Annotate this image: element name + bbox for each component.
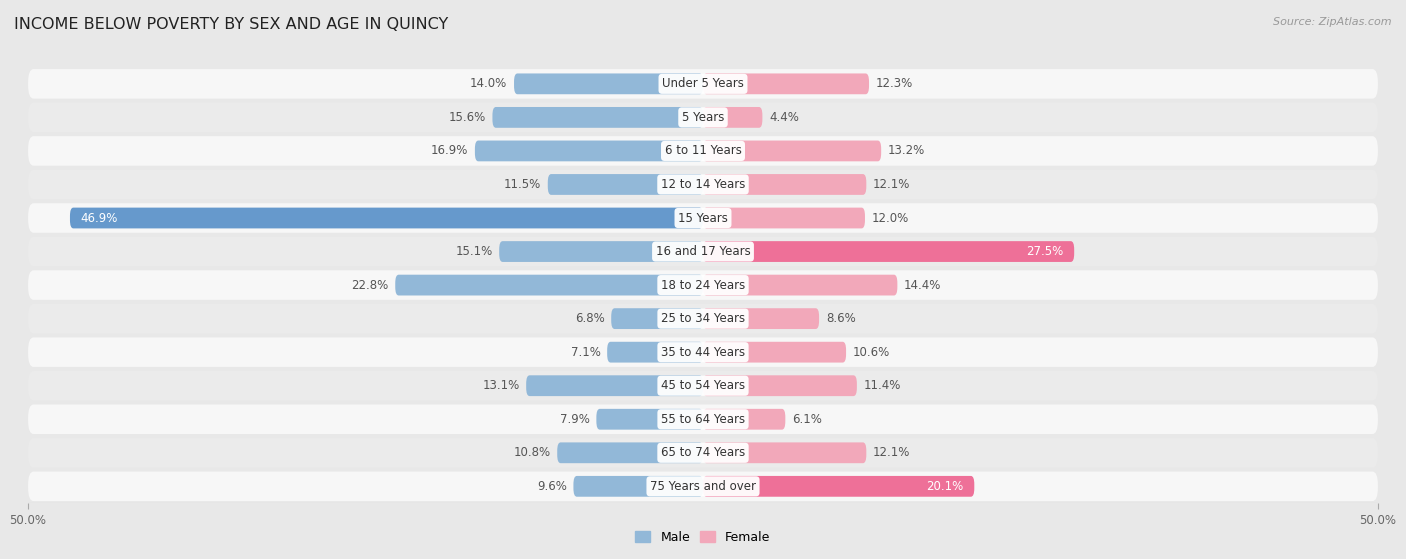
FancyBboxPatch shape [28,103,1378,132]
FancyBboxPatch shape [526,375,703,396]
FancyBboxPatch shape [703,207,865,229]
FancyBboxPatch shape [28,170,1378,199]
FancyBboxPatch shape [703,73,869,94]
Text: 22.8%: 22.8% [352,278,388,292]
Text: 12 to 14 Years: 12 to 14 Years [661,178,745,191]
Text: Source: ZipAtlas.com: Source: ZipAtlas.com [1274,17,1392,27]
Text: 75 Years and over: 75 Years and over [650,480,756,493]
Text: 25 to 34 Years: 25 to 34 Years [661,312,745,325]
FancyBboxPatch shape [28,338,1378,367]
Text: 13.2%: 13.2% [889,144,925,158]
FancyBboxPatch shape [28,472,1378,501]
Text: 12.3%: 12.3% [876,77,912,91]
FancyBboxPatch shape [703,442,866,463]
Text: 14.0%: 14.0% [470,77,508,91]
FancyBboxPatch shape [703,409,786,430]
Text: 9.6%: 9.6% [537,480,567,493]
FancyBboxPatch shape [28,203,1378,233]
Text: 6.8%: 6.8% [575,312,605,325]
Text: 7.1%: 7.1% [571,345,600,359]
FancyBboxPatch shape [557,442,703,463]
Text: 46.9%: 46.9% [80,211,118,225]
FancyBboxPatch shape [612,308,703,329]
Text: 12.1%: 12.1% [873,446,911,459]
Text: 10.6%: 10.6% [853,345,890,359]
Text: 20.1%: 20.1% [927,480,963,493]
Text: 35 to 44 Years: 35 to 44 Years [661,345,745,359]
Text: 7.9%: 7.9% [560,413,589,426]
FancyBboxPatch shape [492,107,703,128]
FancyBboxPatch shape [28,136,1378,165]
Text: 45 to 54 Years: 45 to 54 Years [661,379,745,392]
FancyBboxPatch shape [499,241,703,262]
Legend: Male, Female: Male, Female [630,526,776,549]
Text: 27.5%: 27.5% [1026,245,1063,258]
FancyBboxPatch shape [395,274,703,296]
FancyBboxPatch shape [28,69,1378,98]
Text: 5 Years: 5 Years [682,111,724,124]
Text: 6 to 11 Years: 6 to 11 Years [665,144,741,158]
FancyBboxPatch shape [515,73,703,94]
Text: 65 to 74 Years: 65 to 74 Years [661,446,745,459]
Text: 8.6%: 8.6% [825,312,856,325]
FancyBboxPatch shape [70,207,703,229]
FancyBboxPatch shape [703,107,762,128]
FancyBboxPatch shape [28,304,1378,333]
FancyBboxPatch shape [703,140,882,162]
Text: 12.0%: 12.0% [872,211,908,225]
Text: 10.8%: 10.8% [513,446,551,459]
Text: 11.5%: 11.5% [503,178,541,191]
FancyBboxPatch shape [28,438,1378,467]
Text: 55 to 64 Years: 55 to 64 Years [661,413,745,426]
Text: 15.1%: 15.1% [456,245,492,258]
Text: 16.9%: 16.9% [430,144,468,158]
FancyBboxPatch shape [703,342,846,363]
FancyBboxPatch shape [703,476,974,497]
FancyBboxPatch shape [28,271,1378,300]
Text: 11.4%: 11.4% [863,379,901,392]
FancyBboxPatch shape [703,274,897,296]
Text: 18 to 24 Years: 18 to 24 Years [661,278,745,292]
FancyBboxPatch shape [703,241,1074,262]
FancyBboxPatch shape [548,174,703,195]
Text: 15 Years: 15 Years [678,211,728,225]
FancyBboxPatch shape [703,375,856,396]
FancyBboxPatch shape [703,174,866,195]
Text: Under 5 Years: Under 5 Years [662,77,744,91]
FancyBboxPatch shape [607,342,703,363]
Text: 4.4%: 4.4% [769,111,799,124]
Text: 15.6%: 15.6% [449,111,485,124]
Text: 12.1%: 12.1% [873,178,911,191]
Text: 6.1%: 6.1% [792,413,823,426]
FancyBboxPatch shape [574,476,703,497]
FancyBboxPatch shape [28,371,1378,400]
FancyBboxPatch shape [703,308,820,329]
Text: 14.4%: 14.4% [904,278,942,292]
FancyBboxPatch shape [28,405,1378,434]
FancyBboxPatch shape [596,409,703,430]
Text: 13.1%: 13.1% [482,379,519,392]
Text: 16 and 17 Years: 16 and 17 Years [655,245,751,258]
FancyBboxPatch shape [475,140,703,162]
Text: INCOME BELOW POVERTY BY SEX AND AGE IN QUINCY: INCOME BELOW POVERTY BY SEX AND AGE IN Q… [14,17,449,32]
FancyBboxPatch shape [28,237,1378,266]
